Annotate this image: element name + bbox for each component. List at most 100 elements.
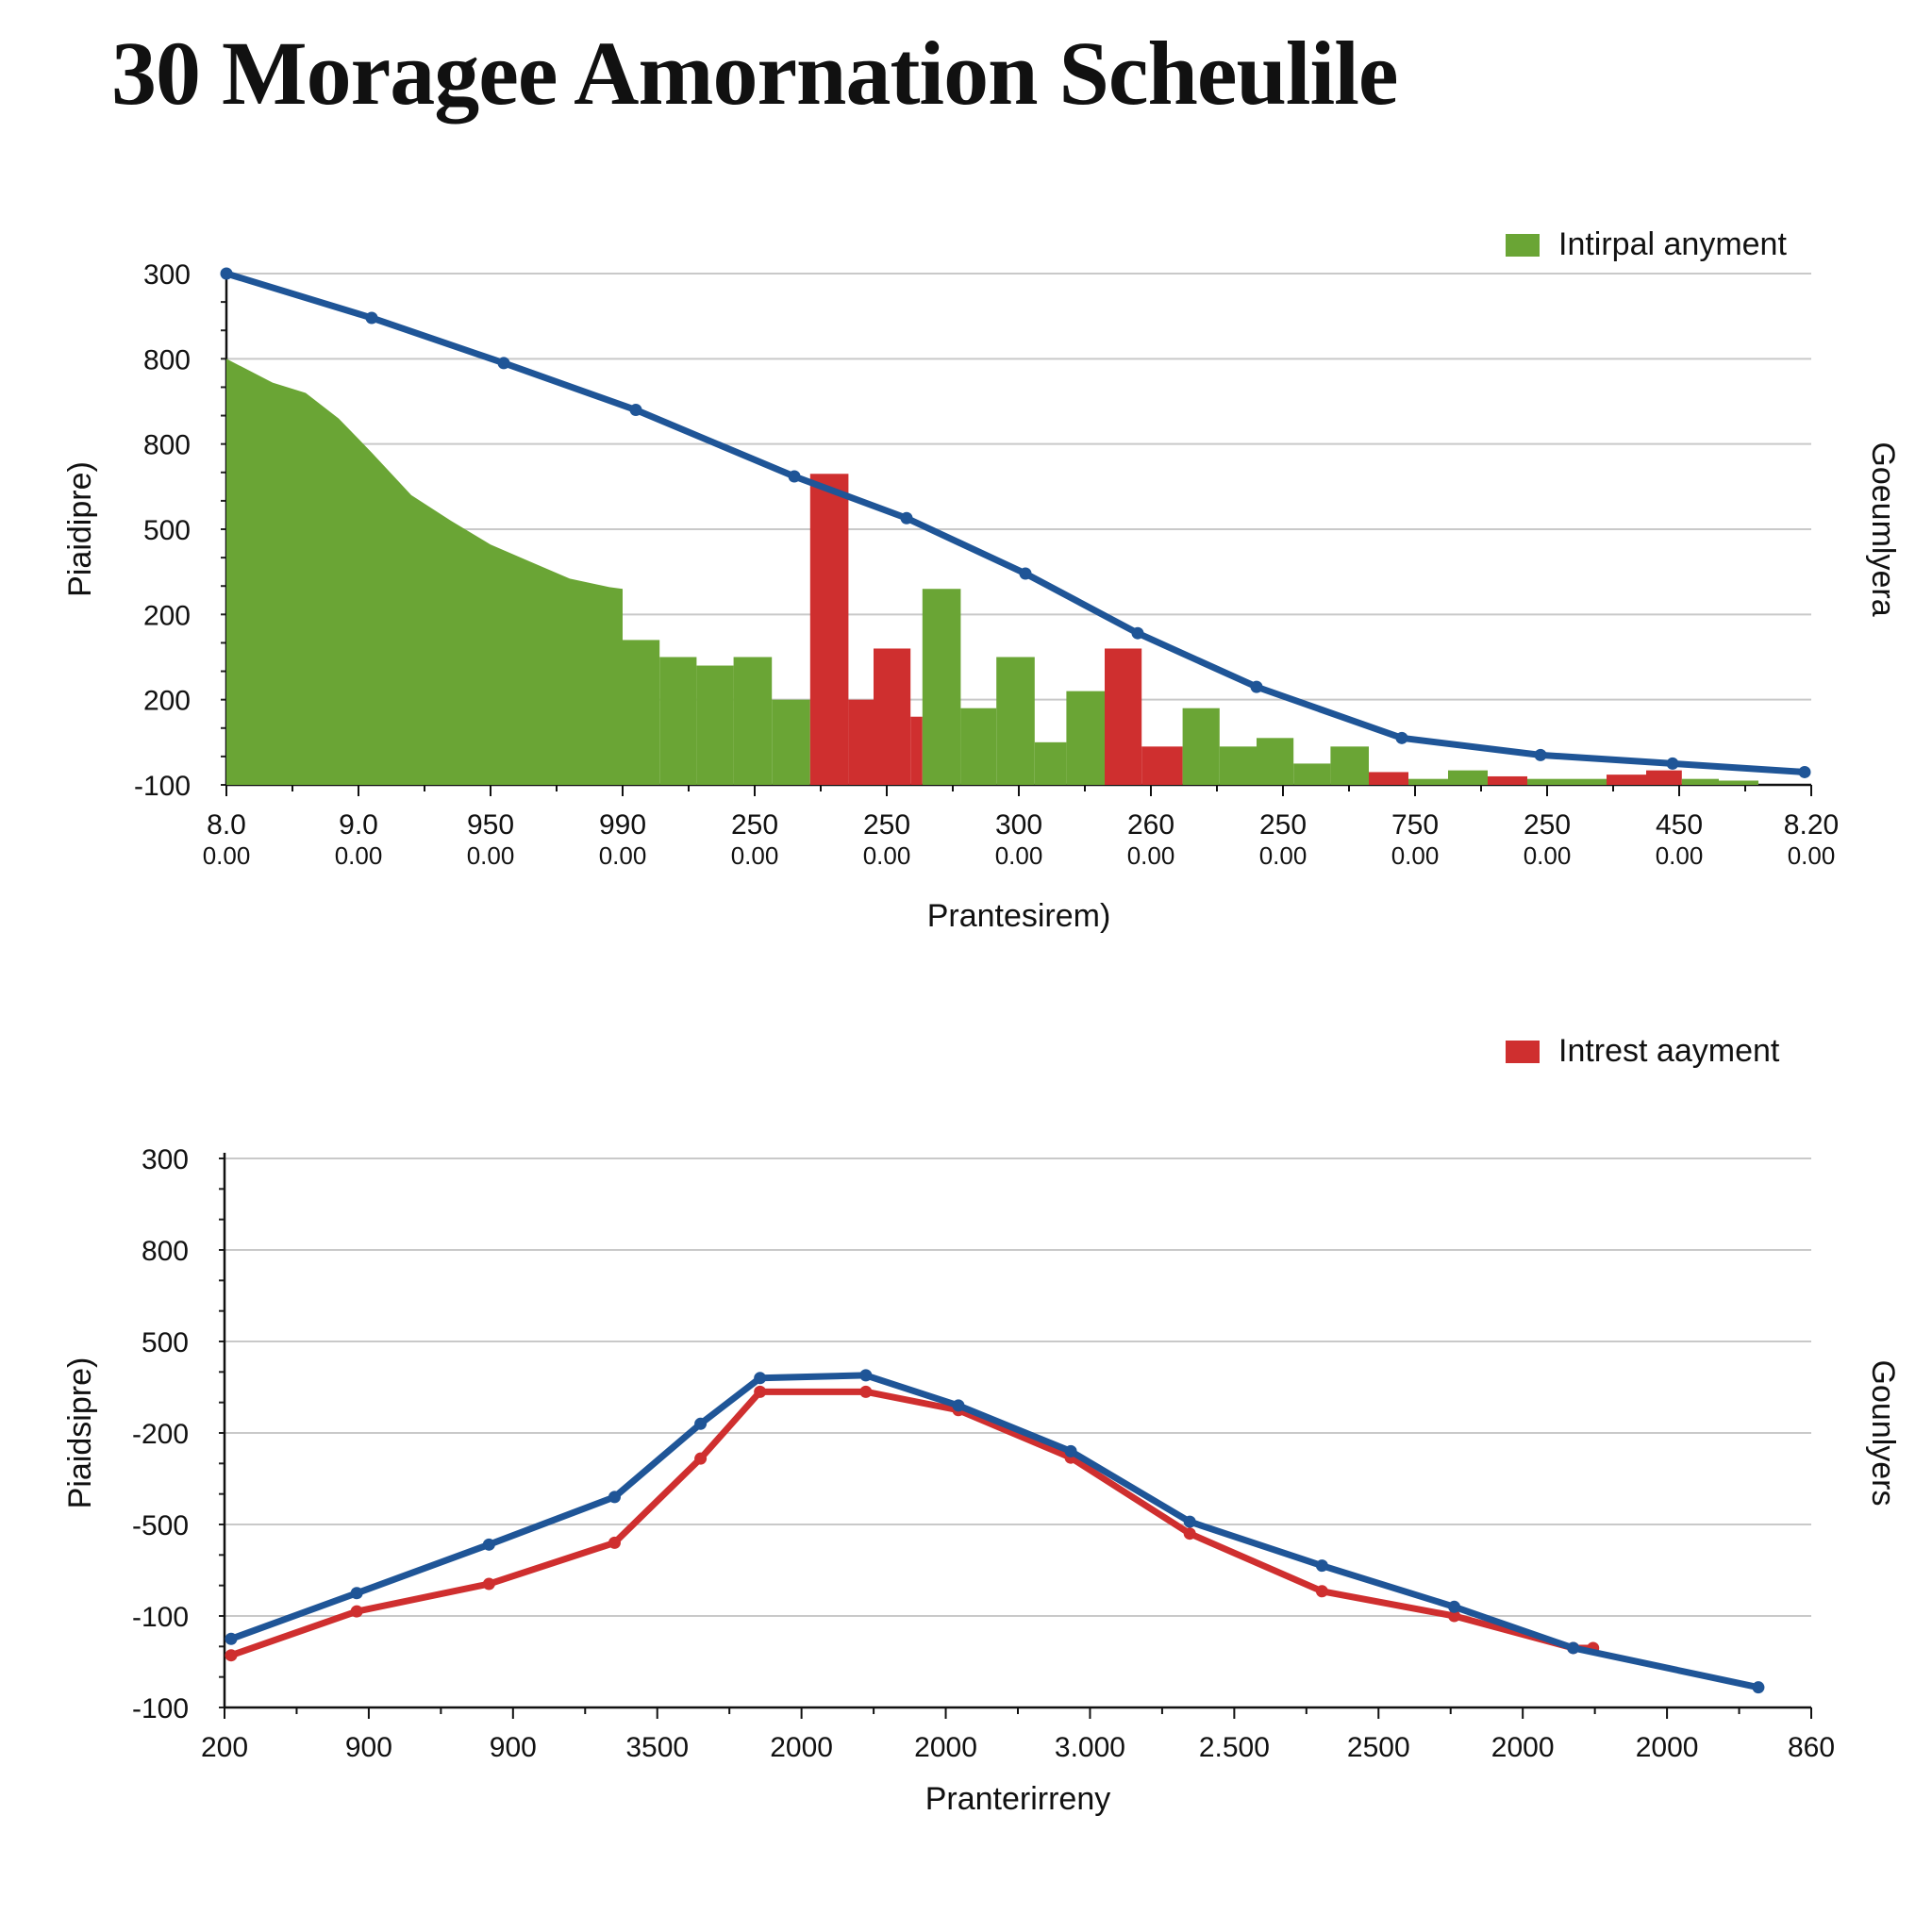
x-tick-sublabel: 0.00 [467, 841, 515, 870]
interest-point [754, 1385, 767, 1398]
balance-point [900, 511, 913, 525]
y-tick-label: -100 [132, 1602, 189, 1633]
x-tick-label: 2000 [770, 1732, 833, 1763]
y-tick-label: -100 [134, 771, 191, 802]
balance-point [1534, 748, 1547, 761]
x-tick-label: 2.500 [1199, 1732, 1270, 1763]
y-tick-label: 300 [143, 259, 191, 291]
principal-bar [772, 699, 810, 785]
legend-swatch [1506, 1041, 1540, 1063]
balance-point [365, 311, 378, 325]
x-tick-label: 950 [467, 809, 514, 841]
balance-point [754, 1372, 767, 1385]
principal-bar [1219, 746, 1257, 785]
principal-bar [1719, 780, 1758, 785]
balance-point [1395, 731, 1408, 744]
x-tick-label: 9.0 [339, 809, 378, 841]
balance-point [220, 267, 233, 280]
balance-point [482, 1538, 495, 1551]
balance-point [859, 1369, 873, 1382]
balance-point [225, 1632, 238, 1645]
principal-bar [659, 657, 697, 785]
bottom-chart: 300 800 500 -200 -500 -100 -100 200 900 900 3500 20… [62, 1033, 1901, 1817]
balance-point [1567, 1641, 1580, 1655]
legend-label: Intirpal anyment [1558, 226, 1787, 262]
balance-point [608, 1491, 621, 1504]
interest-point [1315, 1585, 1328, 1598]
x-tick-sublabel: 0.00 [203, 841, 251, 870]
balance-point [1250, 680, 1263, 693]
y-tick-label: 300 [142, 1144, 189, 1175]
interest-point [350, 1605, 363, 1618]
x-tick-label: 8.20 [1784, 809, 1839, 841]
balance-point [350, 1587, 363, 1600]
balance-line [227, 1372, 1762, 1691]
x-tick-label: 2000 [914, 1732, 977, 1763]
right-axis-title: Goeumlyera [1865, 441, 1901, 616]
x-tick-sublabel: 0.00 [1127, 841, 1175, 870]
balance-point [1315, 1559, 1328, 1573]
y-tick-label: -100 [132, 1693, 189, 1724]
y-tick-label: 200 [143, 600, 191, 631]
x-tick-label: 2000 [1491, 1732, 1555, 1763]
balance-point [1666, 757, 1679, 770]
interest-point [482, 1577, 495, 1591]
x-tick-label: 900 [490, 1732, 537, 1763]
principal-bar [1527, 778, 1567, 785]
interest-bar [1141, 746, 1183, 785]
x-tick-label: 300 [995, 809, 1042, 841]
interest-bar [1488, 775, 1527, 785]
interest-bar [1646, 770, 1682, 785]
legend-label: Intrest aayment [1558, 1033, 1780, 1069]
interest-bar [848, 699, 874, 785]
balance-point [1064, 1444, 1077, 1457]
top-chart: 300800800500200200-1008.00.009.00.009500… [62, 226, 1901, 934]
x-tick-label: 250 [731, 809, 778, 841]
x-tick-label: 990 [599, 809, 646, 841]
principal-bar [922, 589, 961, 785]
x-axis-title: Prantesirem) [927, 898, 1111, 934]
y-axis-title: Piaidipre) [62, 461, 98, 597]
x-tick-sublabel: 0.00 [1788, 841, 1836, 870]
principal-bar [1182, 708, 1220, 785]
interest-point [225, 1649, 238, 1662]
x-tick-sublabel: 0.00 [863, 841, 911, 870]
interest-bar [1105, 648, 1142, 785]
principal-bar [1034, 741, 1067, 785]
y-tick-label: 800 [143, 430, 191, 461]
x-tick-label: 2000 [1636, 1732, 1699, 1763]
x-tick-label: 900 [345, 1732, 392, 1763]
balance-point [1183, 1515, 1196, 1528]
principal-area [226, 358, 623, 785]
x-tick-label: 200 [201, 1732, 248, 1763]
x-tick-sublabel: 0.00 [1391, 841, 1440, 870]
x-tick-sublabel: 0.00 [1259, 841, 1307, 870]
interest-bar [1607, 774, 1646, 785]
balance-point [1752, 1681, 1765, 1694]
y-tick-label: 500 [143, 515, 191, 546]
balance-point [788, 470, 801, 483]
x-tick-label: 860 [1788, 1732, 1835, 1763]
principal-bar [1448, 770, 1488, 785]
balance-point [497, 357, 510, 370]
interest-point [1183, 1527, 1196, 1541]
page-title: 30 Moragee Amornation Scheulile [111, 23, 1398, 124]
x-tick-label: 260 [1127, 809, 1174, 841]
x-axis-title: Pranterirreny [925, 1781, 1111, 1817]
x-tick-label: 750 [1391, 809, 1439, 841]
x-tick-label: 2500 [1347, 1732, 1410, 1763]
y-tick-label: -500 [132, 1510, 189, 1541]
balance-point [1798, 765, 1811, 778]
x-tick-label: 3.000 [1055, 1732, 1125, 1763]
principal-bar [1681, 778, 1719, 785]
right-axis-title: Gounlyers [1865, 1360, 1901, 1507]
balance-point [694, 1417, 708, 1430]
x-tick-sublabel: 0.00 [731, 841, 779, 870]
x-tick-sublabel: 0.00 [335, 841, 383, 870]
principal-bar [696, 665, 734, 785]
y-tick-label: 800 [142, 1236, 189, 1267]
balance-point [952, 1399, 965, 1412]
x-tick-label: 250 [1259, 809, 1307, 841]
legend-swatch [1506, 234, 1540, 257]
